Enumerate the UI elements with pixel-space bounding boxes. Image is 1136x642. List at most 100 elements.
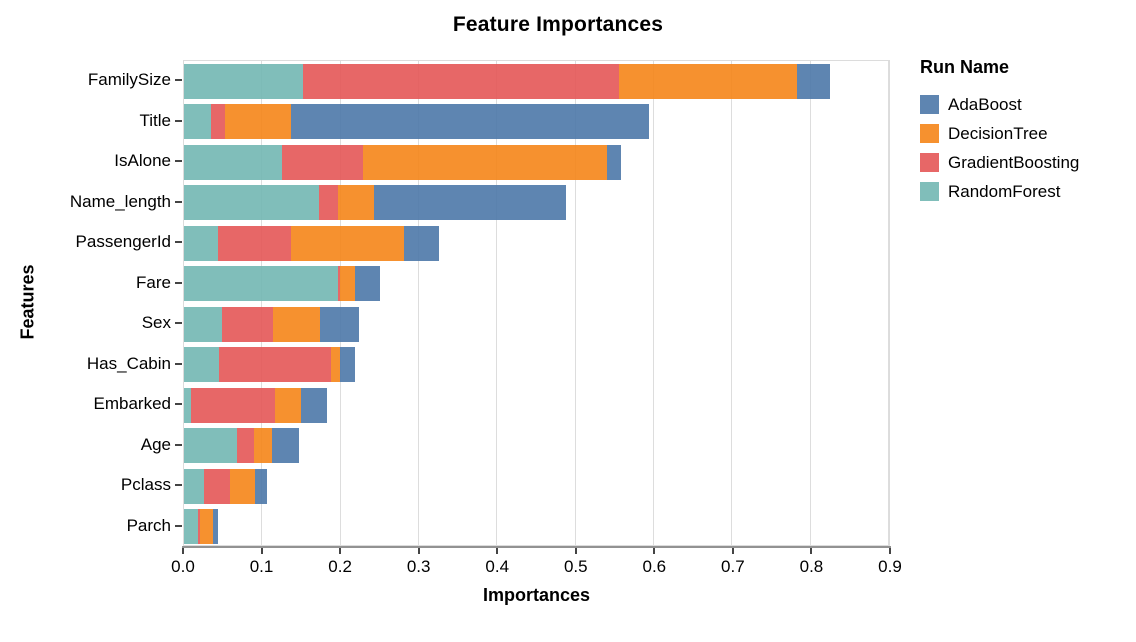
legend-label: DecisionTree — [948, 123, 1048, 143]
y-tick-label: IsAlone — [114, 151, 171, 171]
legend-swatch — [920, 95, 939, 114]
x-axis-line — [182, 546, 891, 548]
y-tick-label: FamilySize — [87, 70, 171, 90]
legend-items: AdaBoost DecisionTree GradientBoosting Rand… — [920, 90, 1079, 206]
bar-segment-GradientBoosting — [281, 144, 363, 180]
y-tick-mark — [175, 484, 182, 487]
legend-item-GradientBoosting: GradientBoosting — [920, 148, 1079, 177]
bar-segment-DecisionTree — [230, 468, 256, 504]
bar-row-PassengerId — [184, 225, 889, 261]
gridline — [339, 61, 341, 545]
gridline — [809, 61, 811, 545]
x-tick-mark — [182, 548, 184, 554]
bar-segment-DecisionTree — [254, 428, 272, 464]
bar-segment-DecisionTree — [618, 63, 798, 99]
x-tick-label: 0.9 — [878, 557, 902, 576]
x-tick-mark — [260, 548, 263, 554]
bar-segment-RandomForest — [184, 266, 339, 302]
chart-title: Feature Importances — [452, 13, 664, 36]
bar-row-IsAlone — [184, 144, 889, 180]
y-tick-mark — [175, 200, 182, 203]
bar-segment-DecisionTree — [362, 144, 607, 180]
y-tick-mark — [175, 524, 182, 527]
bar-segment-AdaBoost — [212, 509, 219, 545]
y-tick-mark — [175, 322, 182, 325]
bar-segment-GradientBoosting — [203, 468, 231, 504]
y-tick-label: Embarked — [93, 394, 171, 414]
bar-segment-AdaBoost — [354, 266, 380, 302]
legend-label: AdaBoost — [948, 94, 1022, 114]
y-tick-mark — [175, 119, 182, 122]
y-tick-label: Fare — [136, 272, 171, 292]
bar-segment-AdaBoost — [271, 428, 300, 464]
y-tick-mark — [175, 79, 182, 82]
bar-segment-AdaBoost — [606, 144, 622, 180]
bar-segment-GradientBoosting — [303, 63, 619, 99]
bar-segment-GradientBoosting — [237, 428, 255, 464]
bar-segment-AdaBoost — [373, 185, 567, 221]
legend-label: GradientBoosting — [948, 152, 1080, 172]
bar-row-Age — [184, 428, 889, 464]
x-tick-mark — [496, 548, 499, 554]
legend-title: Run Name — [920, 57, 1010, 77]
x-tick-mark — [574, 548, 577, 554]
legend-item-AdaBoost: AdaBoost — [920, 90, 1079, 119]
bar-segment-RandomForest — [184, 428, 238, 464]
x-tick-mark — [889, 548, 891, 554]
bar-segment-DecisionTree — [273, 306, 321, 342]
bar-segment-RandomForest — [184, 63, 304, 99]
x-tick-label: 0.2 — [328, 557, 352, 576]
bar-segment-GradientBoosting — [338, 266, 340, 302]
bar-segment-RandomForest — [184, 225, 219, 261]
y-tick-mark — [175, 403, 182, 406]
bar-row-Fare — [184, 266, 889, 302]
bar-segment-RandomForest — [184, 468, 204, 504]
y-tick-label: Pclass — [120, 475, 171, 495]
bar-segment-DecisionTree — [291, 225, 405, 261]
bar-segment-DecisionTree — [338, 185, 374, 221]
bar-segment-AdaBoost — [797, 63, 831, 99]
y-axis-labels: FamilySize Title IsAlone Name_length Passeng… — [0, 60, 171, 546]
legend-item-DecisionTree: DecisionTree — [920, 119, 1079, 148]
bar-segment-AdaBoost — [290, 104, 650, 140]
x-tick-label: 0.5 — [563, 557, 588, 576]
gridline — [261, 61, 263, 545]
bar-row-FamilySize — [184, 63, 889, 99]
legend-swatch — [920, 124, 939, 143]
x-tick-label: 0.7 — [721, 557, 745, 576]
bar-segment-RandomForest — [184, 185, 319, 221]
bar-segment-GradientBoosting — [222, 306, 274, 342]
gridline — [574, 61, 576, 545]
plot-area — [183, 60, 890, 546]
legend-label: RandomForest — [948, 181, 1061, 201]
bar-segment-GradientBoosting — [218, 225, 292, 261]
bar-segment-DecisionTree — [331, 347, 340, 383]
gridline — [888, 61, 889, 545]
y-tick-mark — [175, 160, 182, 163]
legend-swatch — [920, 182, 939, 201]
y-tick-label: PassengerId — [75, 232, 171, 252]
x-tick-mark — [810, 548, 813, 554]
x-tick-label: 0.8 — [799, 557, 824, 576]
bar-segment-AdaBoost — [301, 387, 328, 423]
bar-segment-DecisionTree — [224, 104, 291, 140]
bar-segment-RandomForest — [184, 347, 220, 383]
bar-row-Parch — [184, 509, 889, 545]
x-tick-mark — [731, 548, 734, 554]
bar-row-Embarked — [184, 387, 889, 423]
bar-segment-GradientBoosting — [198, 509, 201, 545]
bar-segment-RandomForest — [184, 104, 211, 140]
y-tick-label: Age — [140, 434, 171, 454]
bar-segment-DecisionTree — [274, 387, 302, 423]
x-tick-label: 0.1 — [249, 557, 274, 576]
y-tick-label: Has_Cabin — [86, 353, 171, 373]
x-tick-mark — [339, 548, 342, 554]
bar-segment-GradientBoosting — [318, 185, 339, 221]
gridline — [731, 61, 733, 545]
bar-segment-RandomForest — [184, 509, 199, 545]
bar-segment-RandomForest — [184, 387, 192, 423]
y-tick-label: Parch — [126, 515, 171, 535]
x-tick-label: 0.0 — [171, 557, 195, 576]
bar-row-Title — [184, 104, 889, 140]
